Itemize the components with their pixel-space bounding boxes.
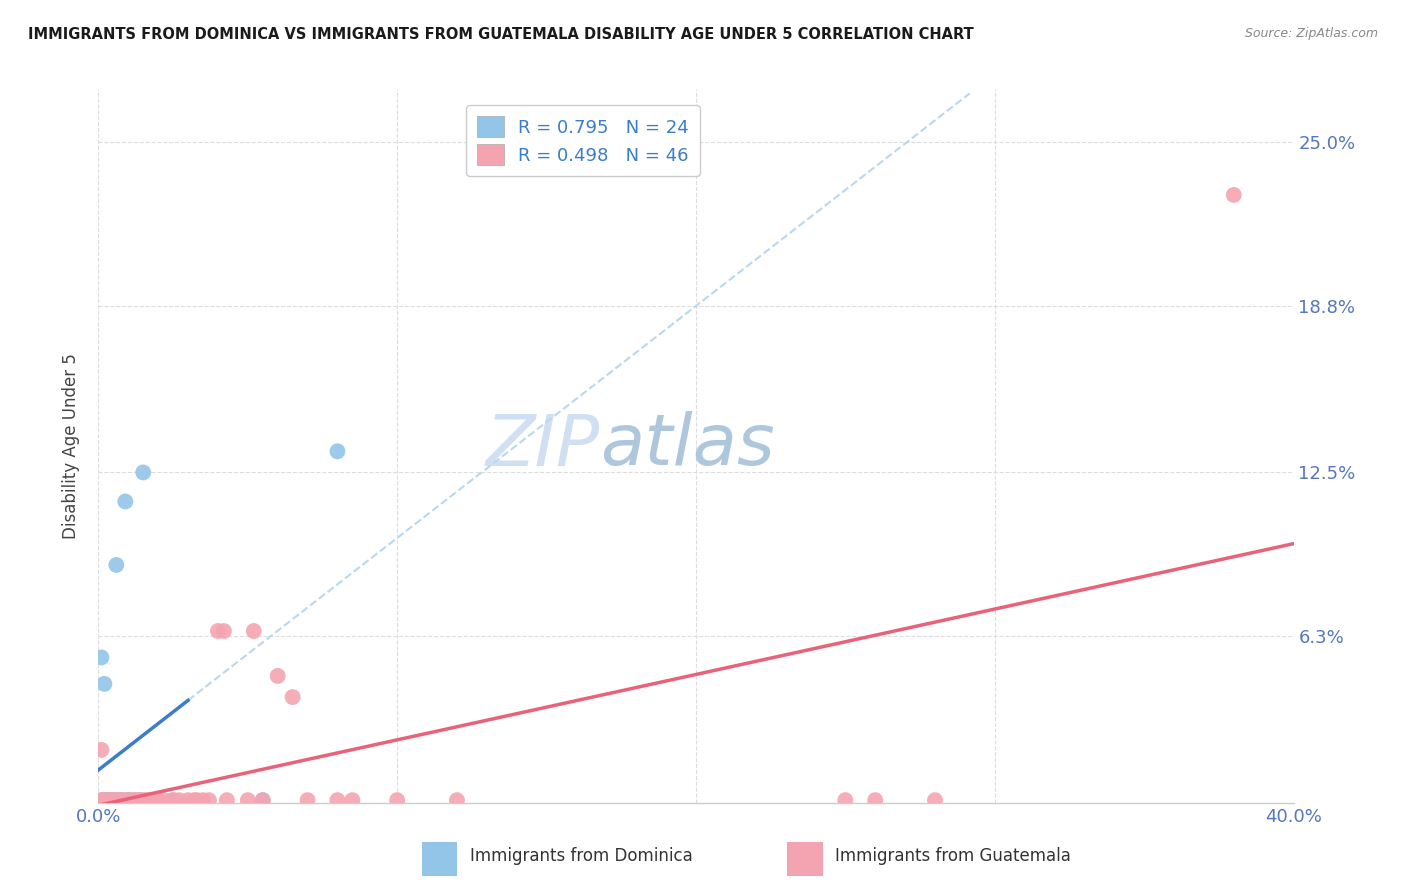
Point <box>297 793 319 807</box>
Point <box>191 793 214 807</box>
Point <box>100 793 122 807</box>
Point <box>124 793 146 807</box>
Point <box>207 624 229 638</box>
Point <box>326 444 349 458</box>
Point <box>105 793 128 807</box>
Point <box>129 793 152 807</box>
Point <box>117 793 139 807</box>
Point <box>243 624 266 638</box>
Point <box>141 793 163 807</box>
Point <box>103 793 125 807</box>
Text: ZIP: ZIP <box>486 411 600 481</box>
Point <box>183 793 205 807</box>
Point <box>93 677 115 691</box>
Point <box>865 793 887 807</box>
Point <box>103 793 125 807</box>
Text: Immigrants from Guatemala: Immigrants from Guatemala <box>835 847 1071 865</box>
Point <box>342 793 364 807</box>
Point <box>103 793 125 807</box>
Point <box>117 793 139 807</box>
Point <box>141 793 163 807</box>
Point <box>96 793 118 807</box>
Point <box>132 466 155 480</box>
Point <box>105 793 128 807</box>
Text: Source: ZipAtlas.com: Source: ZipAtlas.com <box>1244 27 1378 40</box>
Point <box>212 624 235 638</box>
Point <box>100 793 122 807</box>
Point <box>236 793 259 807</box>
Point <box>148 793 170 807</box>
Point <box>96 793 118 807</box>
Point <box>90 743 112 757</box>
Point <box>90 650 112 665</box>
Point <box>117 793 139 807</box>
Point <box>186 793 208 807</box>
Point <box>93 793 115 807</box>
Point <box>267 669 290 683</box>
Point <box>124 793 146 807</box>
Point <box>120 793 142 807</box>
Point <box>96 793 118 807</box>
Text: IMMIGRANTS FROM DOMINICA VS IMMIGRANTS FROM GUATEMALA DISABILITY AGE UNDER 5 COR: IMMIGRANTS FROM DOMINICA VS IMMIGRANTS F… <box>28 27 974 42</box>
Point <box>177 793 200 807</box>
Point <box>90 793 112 807</box>
Point <box>924 793 946 807</box>
Point <box>162 793 184 807</box>
Point <box>1223 188 1246 202</box>
Point <box>108 793 131 807</box>
Text: atlas: atlas <box>600 411 775 481</box>
Point <box>252 793 274 807</box>
Y-axis label: Disability Age Under 5: Disability Age Under 5 <box>62 353 80 539</box>
Point <box>834 793 856 807</box>
Point <box>326 793 349 807</box>
Point <box>148 793 170 807</box>
Point <box>90 793 112 807</box>
Point <box>132 793 155 807</box>
Point <box>138 793 160 807</box>
Point <box>108 793 131 807</box>
Point <box>114 494 136 508</box>
Point <box>143 793 166 807</box>
Point <box>114 793 136 807</box>
Point <box>281 690 304 704</box>
Point <box>215 793 238 807</box>
Text: Immigrants from Dominica: Immigrants from Dominica <box>470 847 692 865</box>
Point <box>385 793 409 807</box>
Point <box>153 793 176 807</box>
Point <box>111 793 134 807</box>
Point <box>111 793 134 807</box>
Point <box>252 793 274 807</box>
Point <box>446 793 468 807</box>
Point <box>167 793 190 807</box>
Point <box>129 793 152 807</box>
Point <box>162 793 184 807</box>
Point <box>105 558 128 572</box>
Legend: R = 0.795   N = 24, R = 0.498   N = 46: R = 0.795 N = 24, R = 0.498 N = 46 <box>465 105 700 176</box>
Point <box>135 793 157 807</box>
Point <box>127 793 149 807</box>
Point <box>93 793 115 807</box>
Point <box>198 793 221 807</box>
